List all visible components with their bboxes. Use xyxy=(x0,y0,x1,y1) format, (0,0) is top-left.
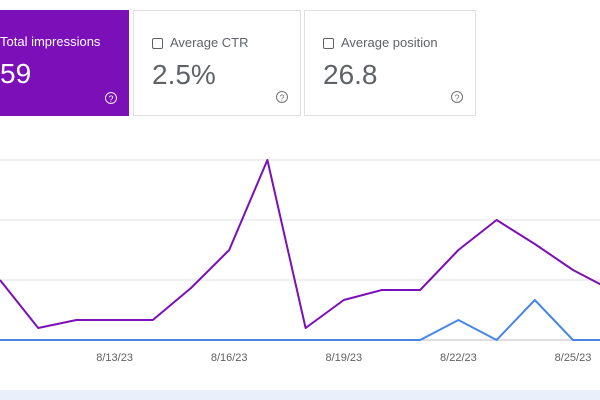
total-impressions-card[interactable]: Total impressions 59 ? xyxy=(0,10,129,116)
x-tick-label: 8/19/23 xyxy=(325,352,362,364)
average-position-label: Average position xyxy=(323,35,438,50)
checkbox-unchecked-icon[interactable] xyxy=(323,38,334,49)
average-position-label-text: Average position xyxy=(341,35,438,50)
x-tick-label: 8/13/23 xyxy=(96,352,133,364)
help-circle-icon[interactable]: ? xyxy=(451,91,463,103)
average-ctr-label: Average CTR xyxy=(152,35,249,50)
bottom-background-strip xyxy=(0,390,600,400)
clicks-series-line xyxy=(0,299,600,341)
x-tick-label: 8/22/23 xyxy=(440,352,477,364)
total-impressions-label: Total impressions xyxy=(0,34,101,49)
average-ctr-card[interactable]: Average CTR 2.5% ? xyxy=(133,10,301,116)
average-position-card[interactable]: Average position 26.8 ? xyxy=(304,10,476,116)
x-tick-label: 8/25/23 xyxy=(555,352,592,364)
average-ctr-value: 2.5% xyxy=(152,59,216,90)
checkbox-unchecked-icon[interactable] xyxy=(152,38,163,49)
chart-series xyxy=(0,159,600,341)
average-ctr-label-text: Average CTR xyxy=(170,35,249,50)
help-circle-icon[interactable]: ? xyxy=(276,91,288,103)
x-tick-label: 8/16/23 xyxy=(211,352,248,364)
help-circle-icon[interactable]: ? xyxy=(105,92,117,104)
total-impressions-value: 59 xyxy=(0,58,32,89)
chart-x-ticks: 8/13/23 8/16/23 8/19/23 8/22/23 8/25/23 xyxy=(96,352,591,364)
chart-gridlines xyxy=(0,159,600,341)
average-position-value: 26.8 xyxy=(323,59,378,90)
performance-line-chart: 8/13/23 8/16/23 8/19/23 8/22/23 8/25/23 xyxy=(0,159,600,364)
impressions-series-line xyxy=(0,159,600,329)
